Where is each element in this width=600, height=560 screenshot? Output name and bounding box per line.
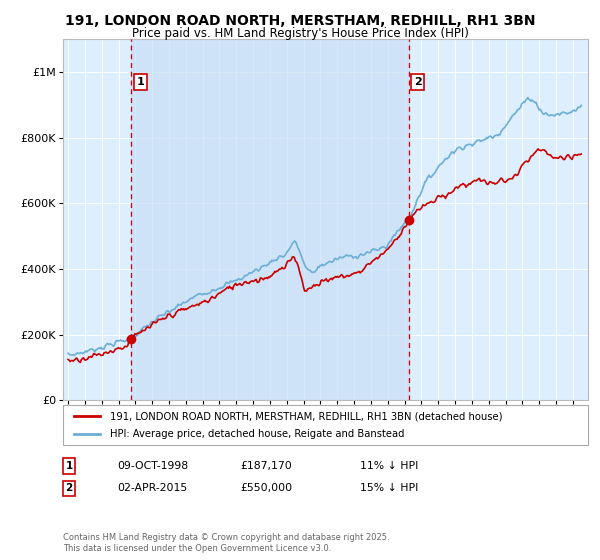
Text: 15% ↓ HPI: 15% ↓ HPI (360, 483, 418, 493)
Text: 1: 1 (65, 461, 73, 471)
Text: Price paid vs. HM Land Registry's House Price Index (HPI): Price paid vs. HM Land Registry's House … (131, 27, 469, 40)
Text: 2: 2 (414, 77, 422, 87)
Text: 2: 2 (65, 483, 73, 493)
Text: 09-OCT-1998: 09-OCT-1998 (117, 461, 188, 471)
Text: 11% ↓ HPI: 11% ↓ HPI (360, 461, 418, 471)
Text: 191, LONDON ROAD NORTH, MERSTHAM, REDHILL, RH1 3BN (detached house): 191, LONDON ROAD NORTH, MERSTHAM, REDHIL… (110, 411, 503, 421)
Text: 02-APR-2015: 02-APR-2015 (117, 483, 187, 493)
FancyBboxPatch shape (63, 405, 588, 445)
Bar (131, 39, 409, 400)
Text: 191, LONDON ROAD NORTH, MERSTHAM, REDHILL, RH1 3BN: 191, LONDON ROAD NORTH, MERSTHAM, REDHIL… (65, 14, 535, 28)
Text: £187,170: £187,170 (240, 461, 292, 471)
Text: 1: 1 (137, 77, 144, 87)
Text: £550,000: £550,000 (240, 483, 292, 493)
Text: Contains HM Land Registry data © Crown copyright and database right 2025.
This d: Contains HM Land Registry data © Crown c… (63, 533, 389, 553)
Text: HPI: Average price, detached house, Reigate and Banstead: HPI: Average price, detached house, Reig… (110, 429, 405, 439)
